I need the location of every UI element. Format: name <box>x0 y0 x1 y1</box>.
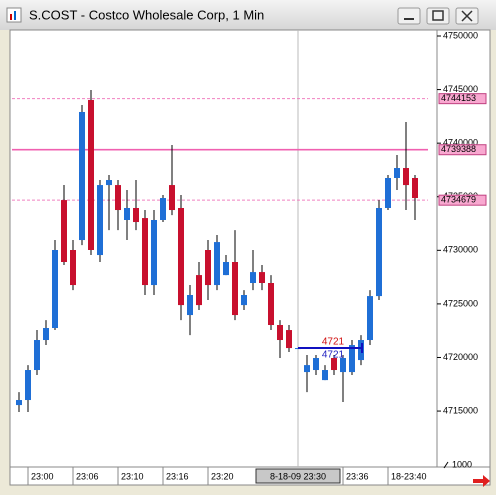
candle-body <box>313 358 319 371</box>
candle-body <box>70 250 76 286</box>
candle-body <box>250 272 256 284</box>
plot-area <box>9 29 438 468</box>
candle-body <box>286 330 292 349</box>
candle-body <box>277 325 283 341</box>
candle-body <box>124 207 130 220</box>
candle-body <box>106 180 112 186</box>
candle-body <box>232 262 238 316</box>
candle-body <box>376 207 382 297</box>
level-label: 4739388 <box>441 144 476 154</box>
candle-body <box>385 177 391 208</box>
level-tag <box>438 93 487 105</box>
candle-body <box>25 370 31 401</box>
candle-body <box>142 218 148 286</box>
candle-body <box>43 328 49 341</box>
level-tag <box>438 194 487 206</box>
candle-body <box>196 275 202 306</box>
scroll-arrow[interactable] <box>473 475 490 487</box>
candle-body <box>52 250 58 329</box>
candle-body <box>151 219 157 286</box>
candle-body <box>133 207 139 223</box>
candle-body <box>412 177 418 199</box>
y-tick-label: 4745000 <box>443 84 478 94</box>
icon <box>461 10 473 22</box>
candle-body <box>394 168 400 178</box>
x-tick-label: 23:36 <box>346 471 369 481</box>
candle-body <box>61 200 67 263</box>
y-tick-label: 4750000 <box>443 30 478 40</box>
y-tick-label: 4725000 <box>443 298 478 308</box>
y-tick-label: 4730000 <box>443 245 478 255</box>
level-label: 4734679 <box>441 195 476 205</box>
candle-body <box>34 340 40 371</box>
candle-body <box>169 185 175 211</box>
candle-body <box>187 295 193 316</box>
candle-body <box>205 250 211 286</box>
candle-body <box>304 365 310 373</box>
marker-label: 4721 <box>322 337 345 348</box>
candle-body <box>115 185 121 211</box>
x-tick-label: 23:10 <box>121 471 144 481</box>
x-tick-label: 23:16 <box>166 471 189 481</box>
x-tick-label: 18-23:40 <box>391 471 427 481</box>
candle-body <box>259 272 265 284</box>
x-tick-label: 23:06 <box>76 471 99 481</box>
x-tick-label: 23:20 <box>211 471 234 481</box>
candle-body <box>331 358 337 371</box>
window-title: S.COST - Costco Wholesale Corp, 1 Min <box>29 7 264 22</box>
y-tick-label: 4715000 <box>443 405 478 415</box>
candle-body <box>223 262 229 276</box>
candle-body <box>268 283 274 326</box>
level-tag <box>438 144 487 156</box>
candle-body <box>79 111 85 241</box>
candle-body <box>97 185 103 256</box>
candle-body <box>322 370 328 381</box>
time-axis <box>9 466 491 486</box>
icon <box>432 10 444 21</box>
scale-label: 1000 <box>452 459 472 469</box>
candle-body <box>349 345 355 373</box>
candle-body <box>214 242 220 286</box>
candle-body <box>88 99 94 251</box>
y-tick-label: 4720000 <box>443 352 478 362</box>
candle-body <box>340 358 346 373</box>
candle-body <box>367 296 373 341</box>
candle-body <box>160 198 166 220</box>
window-buttons[interactable] <box>397 7 479 25</box>
icon-glyph <box>10 14 12 20</box>
candle-body <box>403 168 409 186</box>
marker-label: 4721 <box>322 350 345 361</box>
candle-body <box>241 295 247 306</box>
scale-slash <box>443 461 449 469</box>
icon-glyph <box>14 11 16 20</box>
minimize-button[interactable] <box>397 7 421 25</box>
y-tick-label: 4740000 <box>443 138 478 148</box>
level-label: 4744153 <box>441 93 476 103</box>
candle-body <box>178 207 184 306</box>
x-tick-label: 23:00 <box>31 471 54 481</box>
crosshair-tag <box>255 468 341 484</box>
x-tick-label: 8-18-09 23:30 <box>270 471 326 481</box>
candle-body <box>16 400 22 406</box>
